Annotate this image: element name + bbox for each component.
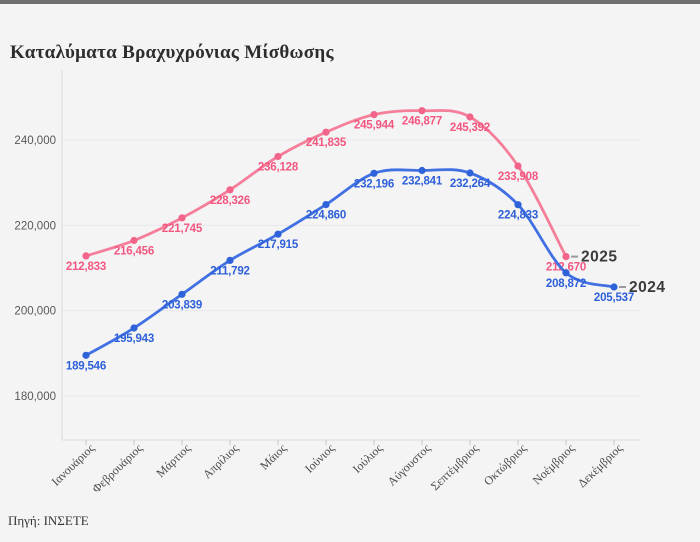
axes xyxy=(61,70,640,441)
series-2025-point[interactable] xyxy=(370,111,378,119)
y-tick-label: 180,000 xyxy=(14,391,56,403)
x-tick-label: Οκτώβριος xyxy=(481,441,529,488)
series-2025-point[interactable] xyxy=(418,107,426,115)
x-tick-label: Σεπτέμβριος xyxy=(428,441,481,493)
series-2024-value-label: 217,915 xyxy=(258,239,299,251)
series-2025-value-label: 245,944 xyxy=(354,120,395,132)
series-2024-point[interactable] xyxy=(514,201,522,209)
series-2024: 189,546 195,943 203,839 211,792 217,915 224,8… xyxy=(66,166,665,372)
series-2025-point[interactable] xyxy=(466,113,474,121)
series-2024-value-label: 224,860 xyxy=(306,210,346,222)
series-2025-value-label: 236,128 xyxy=(258,162,299,174)
series-2024-value-label: 232,841 xyxy=(402,176,443,188)
x-tick-label: Νοέμβριος xyxy=(530,441,577,488)
series-2024-point[interactable] xyxy=(370,169,378,177)
series-2025-value-label: 228,326 xyxy=(210,195,250,207)
source-label: Πηγή: ΙΝΣΕΤΕ xyxy=(8,513,89,528)
chart-title: Καταλύματα Βραχυχρόνιας Μίσθωσης xyxy=(10,41,334,63)
series-2024-point[interactable] xyxy=(562,269,570,277)
series-2024-point[interactable] xyxy=(466,169,474,177)
series-2025-value-label: 212,670 xyxy=(546,262,586,274)
y-tick-label: 220,000 xyxy=(14,220,56,232)
y-tick-label: 200,000 xyxy=(14,306,56,318)
series-2025-value-label: 212,833 xyxy=(66,261,106,273)
top-accent-bar xyxy=(0,0,700,4)
series-2024-value-label: 224,833 xyxy=(498,210,538,222)
series-2024-point[interactable] xyxy=(610,283,618,291)
series-2024-point[interactable] xyxy=(130,324,138,332)
series-2025-point[interactable] xyxy=(178,214,186,222)
series-2024-point[interactable] xyxy=(82,351,90,359)
series-2025-value-label: 245,392 xyxy=(450,122,490,134)
y-tick-label: 240,000 xyxy=(14,135,56,147)
series-2024-point[interactable] xyxy=(226,256,234,264)
series-2025-value-label: 246,877 xyxy=(402,116,442,128)
series-2024-value-label: 211,792 xyxy=(210,265,250,277)
series-2024-point[interactable] xyxy=(178,290,186,298)
series-2025-value-label: 233,908 xyxy=(498,171,539,183)
x-tick-label: Ιανουάριος xyxy=(49,441,98,489)
series-2024-value-label: 205,537 xyxy=(594,292,634,304)
y-gridlines: 180,000 200,000 220,000 240,000 xyxy=(14,135,640,403)
series-2025-point[interactable] xyxy=(322,128,330,136)
x-tick-label: Δεκέμβριος xyxy=(575,441,625,490)
x-tick-label: Ιούλιος xyxy=(350,441,386,476)
series-2025-value-label: 216,456 xyxy=(114,246,154,258)
series-2025-point[interactable] xyxy=(514,162,522,170)
x-tick-label: Απρίλιος xyxy=(200,441,241,482)
series-2024-year-label: 2024 xyxy=(629,279,665,296)
series-2024-value-label: 208,872 xyxy=(546,278,586,290)
series-2024-point[interactable] xyxy=(418,166,426,175)
series-2025-point[interactable] xyxy=(274,152,282,161)
series-2024-point[interactable] xyxy=(274,230,282,238)
x-tick-label: Μάρτιος xyxy=(153,441,193,480)
series-2025-value-label: 221,745 xyxy=(162,223,203,235)
series-2025-line xyxy=(84,109,568,258)
series-2025-value-label: 241,835 xyxy=(306,137,347,149)
series-2024-value-label: 195,943 xyxy=(114,333,154,345)
x-tick-label: Ιούνιος xyxy=(302,441,337,476)
series-2025: 212,833 216,456 221,745 228,326 236,128 241,8… xyxy=(66,107,617,274)
series-2024-value-label: 189,546 xyxy=(66,360,106,372)
x-tick-label: Φεβρουάριος xyxy=(89,441,145,496)
series-2025-point[interactable] xyxy=(82,252,90,260)
series-2024-value-label: 232,264 xyxy=(450,178,491,190)
series-2024-value-label: 203,839 xyxy=(162,299,202,311)
series-2025-point[interactable] xyxy=(562,253,570,261)
series-2025-year-label: 2025 xyxy=(581,249,617,266)
x-tick-label: Μάιος xyxy=(257,441,289,473)
series-2024-value-label: 232,196 xyxy=(354,178,394,190)
x-tick-label: Αύγουστος xyxy=(385,441,434,489)
series-2025-point[interactable] xyxy=(130,236,138,245)
series-2024-point[interactable] xyxy=(322,201,330,209)
series-2025-point[interactable] xyxy=(226,186,234,194)
